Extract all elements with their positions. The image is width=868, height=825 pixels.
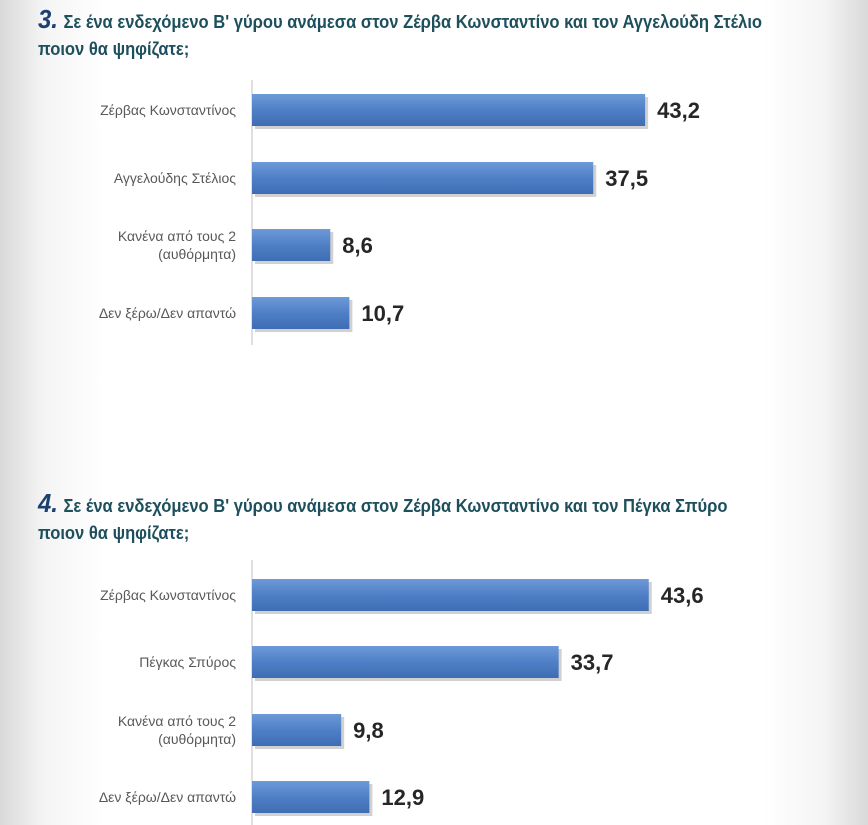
chart-3: Ζέρβας Κωνσταντίνος 43,2 Αγγελούδης Στέλιο… xyxy=(99,80,700,345)
value-label: 37,5 xyxy=(605,166,648,191)
question-text: Σε ένα ενδεχόμενο Β' γύρου ανάμεσα στον … xyxy=(38,12,763,59)
category-label: Ζέρβας Κωνσταντίνος xyxy=(100,587,236,603)
bar xyxy=(252,579,649,611)
category-label-line: Δεν ξέρω/Δεν απαντώ xyxy=(99,789,236,805)
category-label: Ζέρβας Κωνσταντίνος xyxy=(100,102,236,118)
bar xyxy=(252,229,331,261)
value-label: 12,9 xyxy=(381,785,424,810)
chart-4-title: 4. Σε ένα ενδεχόμενο Β' γύρου ανάμεσα στο… xyxy=(38,490,774,547)
category-label-line: Κανένα από τους 2 xyxy=(118,713,236,729)
value-label: 33,7 xyxy=(571,650,614,675)
category-label-line: (αυθόρμητα) xyxy=(158,731,236,747)
category-label-line: Κανένα από τους 2 xyxy=(118,228,236,244)
value-label: 43,2 xyxy=(657,98,700,123)
value-label: 9,8 xyxy=(353,718,384,743)
category-label: Δεν ξέρω/Δεν απαντώ xyxy=(99,305,236,321)
value-label: 43,6 xyxy=(661,583,704,608)
bar xyxy=(252,714,342,746)
value-label: 10,7 xyxy=(361,301,404,326)
bar xyxy=(252,646,559,678)
category-label: Πέγκας Σπύρος xyxy=(139,654,236,670)
category-label-line: Αγγελούδης Στέλιος xyxy=(114,170,236,186)
category-label-line: Δεν ξέρω/Δεν απαντώ xyxy=(99,305,236,321)
category-label: Δεν ξέρω/Δεν απαντώ xyxy=(99,789,236,805)
bar xyxy=(252,297,350,329)
bar xyxy=(252,162,594,194)
question-text: Σε ένα ενδεχόμενο Β' γύρου ανάμεσα στον … xyxy=(38,496,728,543)
chart-3-title: 3. Σε ένα ενδεχόμενο Β' γύρου ανάμεσα στο… xyxy=(38,6,774,63)
question-number: 4. xyxy=(38,488,58,518)
chart-4: Ζέρβας Κωνσταντίνος 43,6 Πέγκας Σπύρος 33,7… xyxy=(99,560,704,825)
category-label-line: (αυθόρμητα) xyxy=(158,246,236,262)
category-label-line: Ζέρβας Κωνσταντίνος xyxy=(100,587,236,603)
category-label: Αγγελούδης Στέλιος xyxy=(114,170,236,186)
category-label-line: Πέγκας Σπύρος xyxy=(139,654,236,670)
value-label: 8,6 xyxy=(342,233,373,258)
category-label: Κανένα από τους 2 (αυθόρμητα) xyxy=(118,228,236,262)
category-label-line: Ζέρβας Κωνσταντίνος xyxy=(100,102,236,118)
question-number: 3. xyxy=(38,4,58,34)
bar xyxy=(252,94,646,126)
bar xyxy=(252,781,370,813)
category-label: Κανένα από τους 2 (αυθόρμητα) xyxy=(118,713,236,747)
